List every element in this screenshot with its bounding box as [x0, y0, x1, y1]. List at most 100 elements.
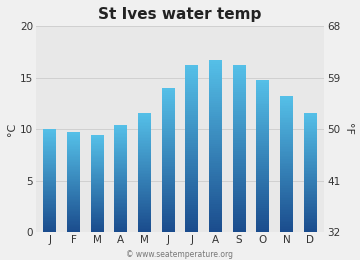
Bar	[209, 97, 222, 99]
Bar	[280, 205, 293, 207]
Bar	[233, 203, 246, 205]
Bar	[233, 161, 246, 164]
Bar	[233, 222, 246, 224]
Bar	[67, 225, 80, 226]
Bar	[91, 214, 104, 216]
Bar	[91, 186, 104, 187]
Bar	[67, 189, 80, 190]
Bar	[280, 216, 293, 217]
Bar	[91, 212, 104, 213]
Bar	[67, 197, 80, 199]
Bar	[44, 161, 57, 163]
Bar	[91, 167, 104, 168]
Bar	[91, 185, 104, 186]
Bar	[91, 135, 104, 136]
Bar	[67, 217, 80, 219]
Bar	[303, 222, 316, 224]
Bar	[138, 125, 151, 126]
Bar	[256, 139, 269, 141]
Bar	[138, 173, 151, 174]
Bar	[114, 192, 127, 193]
Bar	[44, 178, 57, 180]
Bar	[303, 158, 316, 159]
Bar	[114, 185, 127, 187]
Bar	[185, 111, 198, 113]
Bar	[91, 209, 104, 211]
Bar	[303, 164, 316, 165]
Bar	[138, 120, 151, 122]
Bar	[67, 212, 80, 214]
Bar	[67, 191, 80, 192]
Bar	[185, 182, 198, 184]
Bar	[303, 173, 316, 174]
Bar	[44, 136, 57, 137]
Bar	[256, 206, 269, 208]
Bar	[138, 193, 151, 195]
Bar	[67, 199, 80, 200]
Bar	[67, 148, 80, 150]
Bar	[67, 221, 80, 223]
Bar	[67, 228, 80, 229]
Bar	[91, 202, 104, 203]
Bar	[67, 152, 80, 154]
Bar	[114, 196, 127, 198]
Bar	[256, 112, 269, 114]
Bar	[67, 139, 80, 140]
Bar	[138, 197, 151, 198]
Bar	[280, 180, 293, 181]
Bar	[162, 149, 175, 151]
Bar	[91, 219, 104, 220]
Bar	[162, 128, 175, 129]
Bar	[138, 205, 151, 207]
Bar	[209, 194, 222, 196]
Bar	[280, 186, 293, 188]
Bar	[138, 195, 151, 197]
Bar	[44, 221, 57, 222]
Bar	[67, 176, 80, 177]
Bar	[162, 167, 175, 169]
Bar	[91, 178, 104, 179]
Bar	[185, 220, 198, 222]
Bar	[114, 212, 127, 214]
Bar	[256, 124, 269, 126]
Bar	[138, 165, 151, 167]
Bar	[256, 231, 269, 232]
Bar	[138, 228, 151, 230]
Bar	[114, 145, 127, 147]
Bar	[44, 183, 57, 185]
Y-axis label: °F: °F	[343, 123, 353, 135]
Bar	[67, 161, 80, 162]
Bar	[303, 192, 316, 193]
Bar	[91, 224, 104, 225]
Bar	[303, 193, 316, 195]
Bar	[91, 187, 104, 189]
Bar	[44, 140, 57, 141]
Bar	[67, 136, 80, 137]
Bar	[114, 137, 127, 139]
Bar	[162, 189, 175, 191]
Bar	[209, 174, 222, 177]
Bar	[114, 199, 127, 200]
Bar	[138, 211, 151, 213]
Bar	[256, 154, 269, 156]
Bar	[44, 173, 57, 174]
Bar	[280, 166, 293, 168]
Bar	[114, 227, 127, 229]
Bar	[114, 187, 127, 188]
Bar	[209, 148, 222, 151]
Bar	[67, 168, 80, 170]
Bar	[138, 119, 151, 120]
Bar	[162, 171, 175, 173]
Bar	[185, 118, 198, 120]
Bar	[138, 135, 151, 137]
Bar	[162, 124, 175, 126]
Bar	[138, 143, 151, 144]
Bar	[233, 74, 246, 76]
Bar	[185, 218, 198, 220]
Bar	[256, 152, 269, 154]
Bar	[44, 200, 57, 202]
Bar	[280, 193, 293, 195]
Bar	[233, 115, 246, 118]
Bar	[44, 158, 57, 159]
Bar	[256, 227, 269, 229]
